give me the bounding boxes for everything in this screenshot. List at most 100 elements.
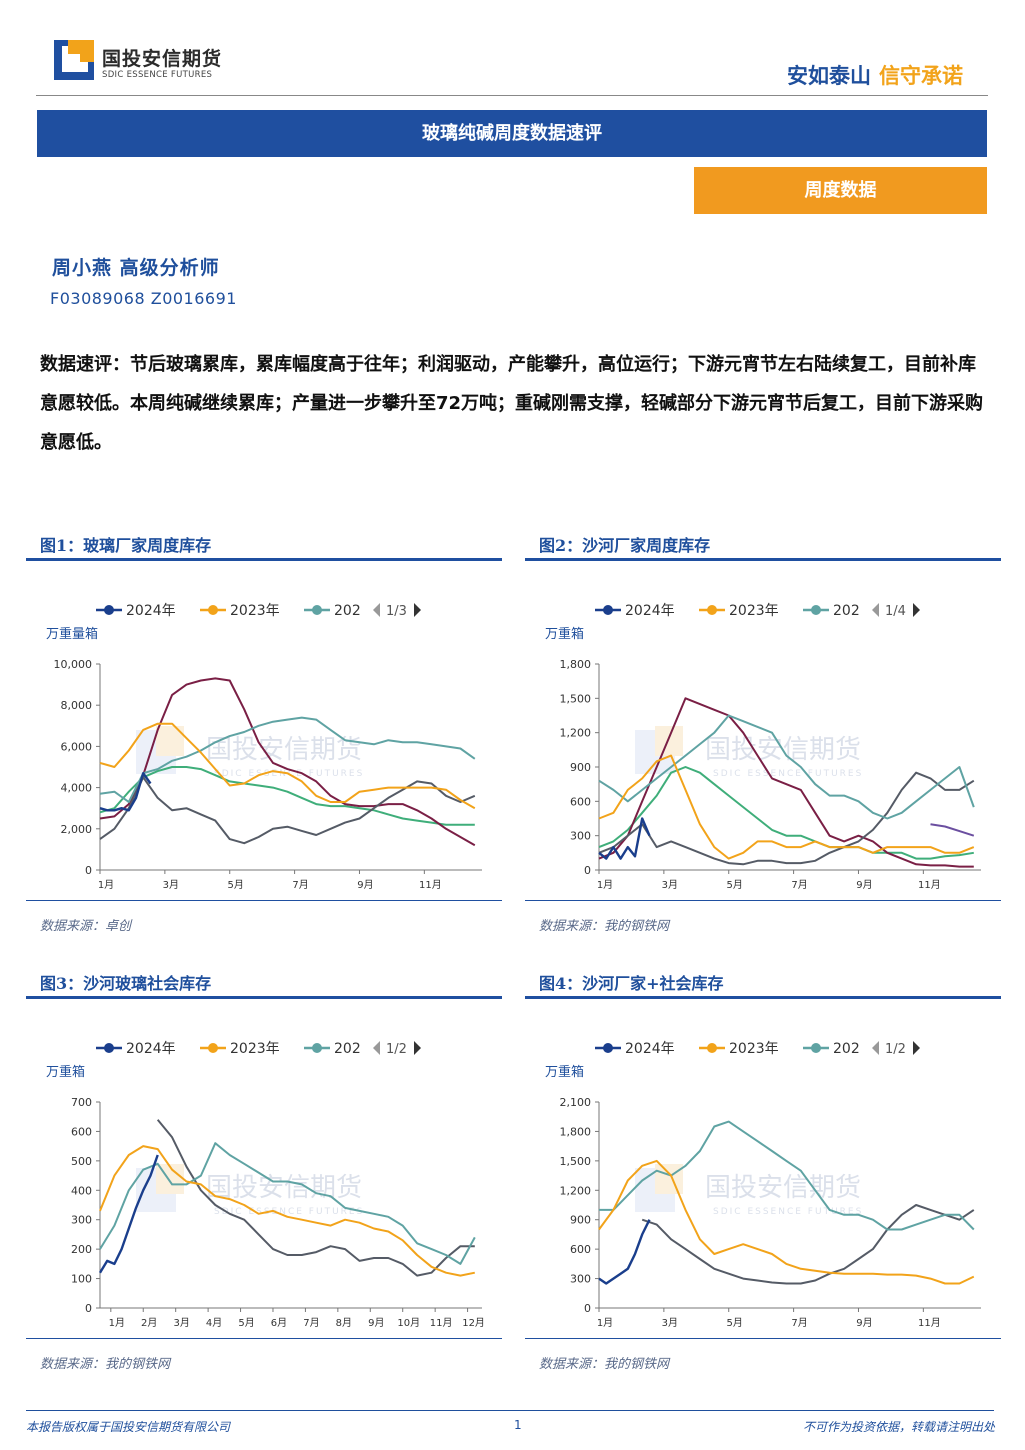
legend-marker [811, 1043, 821, 1053]
y-tick-label: 10,000 [54, 658, 93, 671]
watermark-text: 国投安信期货 [206, 1173, 362, 1203]
x-tick-label: 3月 [662, 879, 678, 890]
footer-copyright: 本报告版权属于国投安信期货有限公司 [26, 1420, 231, 1434]
panel-bottom-rule [525, 1338, 1001, 1339]
x-tick-label: 10月 [397, 1317, 420, 1328]
legend-entry: 2023年 [699, 603, 779, 619]
footer-disclaimer: 不可作为投资依据，转载请注明出处 [802, 1420, 995, 1434]
x-tick-label: 9月 [357, 879, 373, 890]
chart-title: 图2：沙河厂家周度库存 [539, 536, 711, 555]
slogan-part-a: 安如泰山 [787, 64, 871, 88]
legend-entry: 2023年 [200, 603, 280, 619]
legend-marker [603, 605, 613, 615]
x-tick-label: 3月 [163, 879, 179, 890]
legend-label: 202 [334, 603, 361, 619]
x-tick-label: 11月 [430, 1317, 453, 1328]
series-line-2022 [598, 714, 975, 820]
x-tick-label: 7月 [791, 879, 807, 890]
series-line-2022 [99, 1142, 476, 1265]
series-line-2022 [99, 716, 476, 803]
x-tick-label: 6月 [271, 1317, 287, 1328]
watermark-text: 国投安信期货 [206, 735, 362, 765]
series-line-2021 [156, 1119, 475, 1277]
watermark-subtext: SDIC ESSENCE FUTURES [214, 1207, 364, 1217]
x-tick-label: 2月 [141, 1317, 157, 1328]
x-tick-label: 5月 [727, 1317, 743, 1328]
y-tick-label: 900 [570, 761, 591, 774]
x-tick-label: 9月 [856, 1317, 872, 1328]
x-tick-label: 7月 [303, 1317, 319, 1328]
legend-marker [104, 605, 114, 615]
slogan-part-b: 信守承诺 [879, 64, 963, 88]
chart-panel-4: 图4：沙河厂家+社会库存 2024年 2023年 202 1/2 万重箱 国投安信期货 SD… [525, 968, 1001, 1378]
legend-prev-icon [373, 1041, 380, 1055]
y-tick-label: 2,100 [560, 1096, 592, 1109]
y-tick-label: 1,800 [560, 1125, 592, 1138]
x-tick-label: 12月 [462, 1317, 485, 1328]
x-tick-label: 9月 [856, 879, 872, 890]
legend-label: 2023年 [230, 603, 280, 619]
watermark-logo-accent [655, 1164, 683, 1194]
y-tick-label: 600 [570, 795, 591, 808]
series-line-2019 [598, 766, 974, 860]
panel-title-rule [525, 996, 1001, 999]
y-tick-label: 1,500 [560, 1155, 592, 1168]
series-line-2020 [99, 677, 476, 847]
x-tick-label: 5月 [238, 1317, 254, 1328]
report-title-banner: 玻璃纯碱周度数据速评 [37, 110, 987, 157]
y-tick-label: 400 [71, 1184, 92, 1197]
watermark-subtext: SDIC ESSENCE FUTURES [713, 1207, 863, 1217]
legend-marker [104, 1043, 114, 1053]
y-tick-label: 700 [71, 1096, 92, 1109]
y-tick-label: 0 [584, 864, 591, 877]
header-divider [36, 95, 988, 96]
legend-entry: 2024年 [96, 603, 176, 619]
y-tick-label: 0 [85, 1302, 92, 1315]
y-tick-label: 2,000 [61, 823, 93, 836]
y-tick-label: 200 [71, 1243, 92, 1256]
y-tick-label: 1,200 [560, 727, 592, 740]
logo-text: 国投安信期货 [102, 48, 223, 70]
legend-marker [208, 1043, 218, 1053]
legend-entry: 2023年 [200, 1041, 280, 1057]
chart-title: 图4：沙河厂家+社会库存 [539, 974, 724, 993]
legend-label: 2023年 [729, 1041, 779, 1057]
y-tick-label: 4,000 [61, 782, 93, 795]
summary-paragraph: 数据速评：节后玻璃累库，累库幅度高于往年；利润驱动，产能攀升，高位运行；下游元宵… [40, 354, 984, 453]
axis-unit-label: 万重箱 [545, 626, 584, 642]
x-tick-label: 9月 [368, 1317, 384, 1328]
watermark-subtext: SDIC ESSENCE FUTURES [713, 769, 863, 779]
x-tick-label: 5月 [228, 879, 244, 890]
logo-subtext: SDIC ESSENCE FUTURES [102, 70, 213, 80]
page-number: 1 [514, 1418, 522, 1432]
panel-bottom-rule [26, 900, 502, 901]
x-tick-label: 1月 [597, 879, 613, 890]
x-tick-label: 1月 [109, 1317, 125, 1328]
y-tick-label: 500 [71, 1155, 92, 1168]
y-tick-label: 8,000 [61, 699, 93, 712]
legend-marker [208, 605, 218, 615]
y-tick-label: 1,200 [560, 1184, 592, 1197]
legend-label: 202 [334, 1041, 361, 1057]
series-line-2023 [598, 754, 975, 860]
y-tick-label: 300 [570, 830, 591, 843]
panel-title-rule [525, 558, 1001, 561]
series-line-2019b [930, 823, 975, 837]
chart-title: 图3：沙河玻璃社会库存 [40, 974, 212, 993]
legend-marker [811, 605, 821, 615]
series-line-2021 [99, 776, 476, 845]
legend-marker [312, 1043, 322, 1053]
watermark-text: 国投安信期货 [705, 1173, 861, 1203]
y-tick-label: 1,500 [560, 692, 592, 705]
y-tick-label: 300 [71, 1214, 92, 1227]
panel-bottom-rule [525, 900, 1001, 901]
x-tick-label: 1月 [98, 879, 114, 890]
report-type-tag: 周度数据 [694, 167, 987, 214]
series-line-2022 [599, 1120, 975, 1231]
x-tick-label: 11月 [918, 879, 941, 890]
series-line-2023 [99, 1145, 475, 1277]
